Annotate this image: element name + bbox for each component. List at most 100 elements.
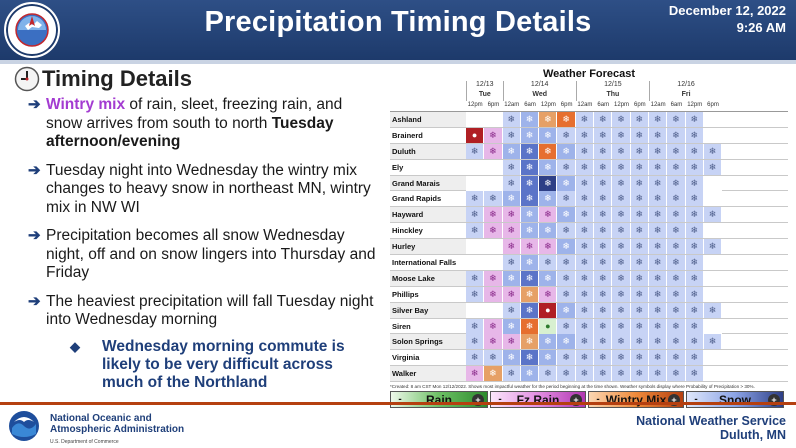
forecast-cell: ❄ [502, 207, 521, 223]
forecast-cell: ❄ [594, 127, 613, 143]
location-name: International Falls [392, 258, 457, 268]
forecast-cell: ❄ [630, 270, 649, 286]
forecast-cell: ❄ [648, 334, 668, 350]
forecast-cell: ❄ [594, 270, 613, 286]
sub-bullet: ◆ Wednesday morning commute is likely to… [70, 338, 345, 391]
hour-label: 12pm [687, 102, 703, 108]
forecast-cell: ❄ [685, 207, 704, 223]
forecast-cell: ❄ [685, 127, 704, 143]
forecast-cell: ❄ [703, 207, 723, 223]
forecast-cell: ❄ [520, 270, 540, 286]
forecast-cell: ❄ [594, 175, 613, 191]
arrow-icon: ➔ [28, 161, 41, 179]
location-name: Grand Rapids [392, 194, 442, 204]
forecast-cell: ❄ [612, 239, 631, 255]
forecast-cell: ❄ [648, 207, 668, 223]
forecast-cell [484, 239, 503, 255]
forecast-footnote: *Created: 8 am CST Mon 12/12/2022. Shows… [390, 384, 755, 390]
forecast-cell: ❄ [667, 255, 686, 271]
arrow-icon: ➔ [28, 227, 41, 244]
forecast-cell: ❄ [685, 350, 704, 366]
forecast-cell: ❄ [667, 143, 686, 159]
day-name: Thu [575, 91, 649, 101]
forecast-cell: ❄ [648, 366, 668, 382]
nws-office: National Weather Service Duluth, MN [636, 414, 786, 442]
forecast-cell: ❄ [612, 143, 631, 159]
forecast-cell: ❄ [502, 366, 521, 382]
forecast-cell: ❄ [484, 350, 503, 366]
hour-label: 12am [650, 102, 666, 108]
forecast-cell: ❄ [648, 127, 668, 143]
forecast-cell: ❄ [466, 207, 485, 223]
forecast-cell: ❄ [575, 223, 595, 239]
forecast-cell: ❄ [520, 350, 540, 366]
forecast-cell: ❄ [667, 318, 686, 334]
forecast-cell: ❄ [685, 334, 704, 350]
forecast-cell: ❄ [484, 318, 503, 334]
forecast-cell: ❄ [630, 127, 649, 143]
forecast-cell: ❄ [520, 366, 540, 382]
location-name: Siren [392, 321, 411, 331]
hour-label: 6am [524, 102, 536, 108]
forecast-cell: ❄ [685, 239, 704, 255]
forecast-cell: ❄ [667, 207, 686, 223]
forecast-cell: ❄ [630, 223, 649, 239]
arrow-icon: ➔ [28, 292, 41, 310]
forecast-cell: ❄ [594, 207, 613, 223]
forecast-cell: ❄ [539, 334, 558, 350]
forecast-cell: ❄ [630, 366, 649, 382]
forecast-cell: ❄ [502, 255, 521, 271]
forecast-cell: ❄ [557, 350, 576, 366]
location-name: Moose Lake [390, 270, 466, 286]
location-name: Hurley [390, 239, 466, 255]
forecast-cell: ❄ [612, 223, 631, 239]
bullet-item: ➔ Precipitation becomes all snow Wednesd… [28, 227, 376, 281]
forecast-cell: ❄ [648, 223, 668, 239]
hour-label: 12pm [614, 102, 630, 108]
location-name: Grand Marais [390, 175, 466, 191]
time-text: 9:26 AM [736, 20, 786, 35]
forecast-cell: ❄ [703, 143, 723, 159]
day-header-names: Tue Wed Thu Fri [390, 91, 788, 101]
forecast-cell: ❄ [502, 143, 521, 159]
forecast-cell: ❄ [466, 286, 485, 302]
location-name: Solon Springs [390, 334, 466, 350]
forecast-cell: ● [539, 318, 558, 334]
forecast-cell: ❄ [667, 112, 686, 127]
forecast-cell: ❄ [557, 112, 576, 127]
forecast-cell: ❄ [502, 302, 521, 318]
day-date: 12/15 [575, 81, 649, 91]
forecast-cell: ❄ [612, 127, 631, 143]
day-date: 12/14 [502, 81, 576, 91]
forecast-cell: ❄ [685, 112, 704, 127]
forecast-row: Walker ❄ ❄ ❄ ❄ ❄ ❄ ❄ ❄ ❄ ❄ ❄ ❄ ❄ [390, 366, 788, 383]
hour-label: 12am [577, 102, 593, 108]
legend: - Rain + - Fz Rain + - Wintry Mix + - Sn… [390, 391, 788, 409]
forecast-cell: ❄ [466, 223, 485, 239]
forecast-cell [703, 175, 723, 191]
forecast-cell: ❄ [685, 366, 704, 382]
forecast-cell: ❄ [594, 223, 613, 239]
forecast-cell: ❄ [594, 255, 613, 271]
location-name: Hinckley [392, 226, 423, 236]
hour-label: 6pm [487, 102, 500, 108]
forecast-cell: ❄ [557, 127, 576, 143]
location-name: Phillips [392, 289, 419, 299]
header-stripe [0, 60, 796, 64]
forecast-cell [466, 159, 485, 175]
hour-header: 12pm 6pm 12am 6am 12pm 6pm 12am 6am 12pm 6pm 12am 6… [390, 101, 788, 111]
forecast-cell: ❄ [575, 239, 595, 255]
day-name: Fri [648, 91, 722, 101]
forecast-cell: ❄ [466, 318, 485, 334]
forecast-cell: ❄ [539, 159, 558, 175]
forecast-row: Hinckley ❄ ❄ ❄ ❄ ❄ ❄ ❄ ❄ ❄ ❄ ❄ ❄ ❄ [390, 223, 788, 240]
forecast-cell: ❄ [539, 191, 558, 207]
forecast-cell [703, 350, 723, 366]
location-name: Walker [390, 366, 466, 382]
forecast-cell: ❄ [520, 286, 540, 302]
forecast-cell [703, 318, 723, 334]
wintry-mix-highlight: Wintry mix [46, 96, 126, 113]
forecast-row: Siren ❄ ❄ ❄ ❄ ● ❄ ❄ ❄ ❄ ❄ ❄ ❄ ❄ [390, 318, 788, 335]
forecast-cell: ❄ [539, 366, 558, 382]
forecast-cell: ❄ [594, 112, 613, 127]
